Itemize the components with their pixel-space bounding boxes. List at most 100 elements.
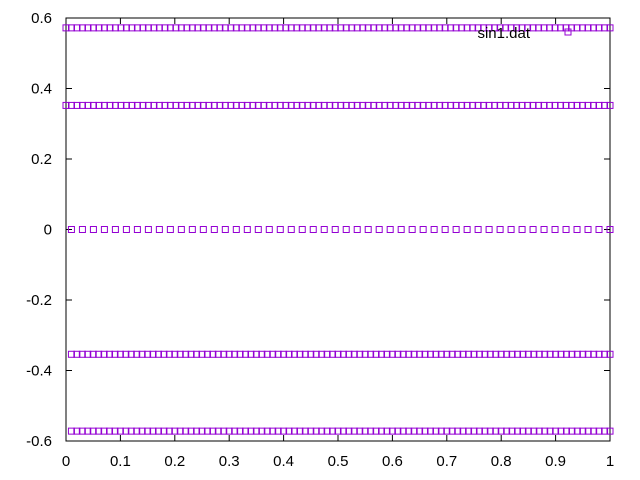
data-point — [573, 350, 581, 358]
data-point — [323, 350, 331, 358]
data-point — [100, 427, 108, 435]
data-point — [590, 24, 598, 32]
data-point — [274, 350, 282, 358]
data-point — [606, 350, 614, 358]
data-point — [249, 101, 257, 109]
data-point — [155, 226, 163, 233]
data-point — [388, 427, 396, 435]
data-point — [220, 427, 228, 435]
data-point — [154, 427, 162, 435]
data-point — [84, 24, 92, 32]
data-point — [524, 24, 532, 32]
data-point — [397, 226, 405, 233]
data-point — [187, 427, 195, 435]
data-point — [293, 24, 301, 32]
data-point — [463, 226, 471, 233]
data-point — [67, 427, 75, 435]
data-point — [606, 24, 614, 32]
data-point — [497, 350, 505, 358]
data-point — [133, 427, 141, 435]
data-point — [508, 427, 516, 435]
data-point — [323, 427, 331, 435]
axis-ticks: 0 0.1 0.2 0.3 0.4 0.5 0.6 0.7 0.8 0.9 1 -0.6 -0.4 -0.… — [26, 10, 614, 470]
data-point — [177, 226, 185, 233]
data-point — [161, 24, 169, 32]
data-point — [405, 350, 413, 358]
data-point — [238, 24, 246, 32]
data-point — [353, 226, 361, 233]
data-point — [337, 24, 345, 32]
data-point — [378, 427, 386, 435]
data-point — [236, 350, 244, 358]
data-point — [480, 101, 488, 109]
data-point — [606, 427, 614, 435]
data-point — [486, 427, 494, 435]
data-point — [491, 101, 499, 109]
data-point — [138, 350, 146, 358]
data-point — [188, 226, 196, 233]
data-point — [193, 350, 201, 358]
data-point — [541, 350, 549, 358]
data-point — [421, 350, 429, 358]
y-tick-label: 0.4 — [31, 81, 52, 98]
data-point — [601, 350, 609, 358]
data-point — [133, 350, 141, 358]
data-point — [568, 350, 576, 358]
data-point — [601, 24, 609, 32]
data-point — [117, 24, 125, 32]
data-point — [166, 226, 174, 233]
data-point — [242, 427, 250, 435]
data-point — [205, 101, 213, 109]
data-point — [199, 226, 207, 233]
data-point — [78, 350, 86, 358]
data-point — [339, 350, 347, 358]
data-point — [414, 101, 422, 109]
y-tick-label: 0.2 — [31, 151, 52, 168]
data-point — [287, 226, 295, 233]
data-point — [350, 350, 358, 358]
data-point — [448, 350, 456, 358]
data-point — [298, 226, 306, 233]
data-point — [312, 350, 320, 358]
data-point — [546, 101, 554, 109]
data-point — [249, 24, 257, 32]
data-point — [334, 350, 342, 358]
data-point — [590, 350, 598, 358]
data-point — [296, 350, 304, 358]
x-tick-label: 0.9 — [545, 453, 566, 470]
data-point — [546, 24, 554, 32]
data-point — [601, 101, 609, 109]
data-point — [198, 427, 206, 435]
data-point — [551, 226, 559, 233]
data-point — [496, 226, 504, 233]
data-point — [416, 427, 424, 435]
data-point — [216, 101, 224, 109]
data-point — [519, 427, 527, 435]
data-point — [209, 350, 217, 358]
data-point — [530, 427, 538, 435]
data-point — [144, 427, 152, 435]
data-point — [172, 24, 180, 32]
data-point — [111, 427, 119, 435]
data-point — [165, 350, 173, 358]
data-point — [432, 350, 440, 358]
data-point — [540, 226, 548, 233]
data-point — [345, 427, 353, 435]
data-point — [290, 350, 298, 358]
data-point — [67, 350, 75, 358]
data-point — [232, 226, 240, 233]
data-point — [524, 101, 532, 109]
data-point — [269, 427, 277, 435]
data-point — [198, 350, 206, 358]
data-point — [584, 350, 592, 358]
data-point — [274, 427, 282, 435]
data-point — [410, 350, 418, 358]
data-point — [535, 427, 543, 435]
data-point — [419, 226, 427, 233]
data-point — [127, 427, 135, 435]
data-point — [361, 350, 369, 358]
data-point — [414, 24, 422, 32]
data-point — [254, 226, 262, 233]
data-point — [160, 427, 168, 435]
data-point — [194, 24, 202, 32]
